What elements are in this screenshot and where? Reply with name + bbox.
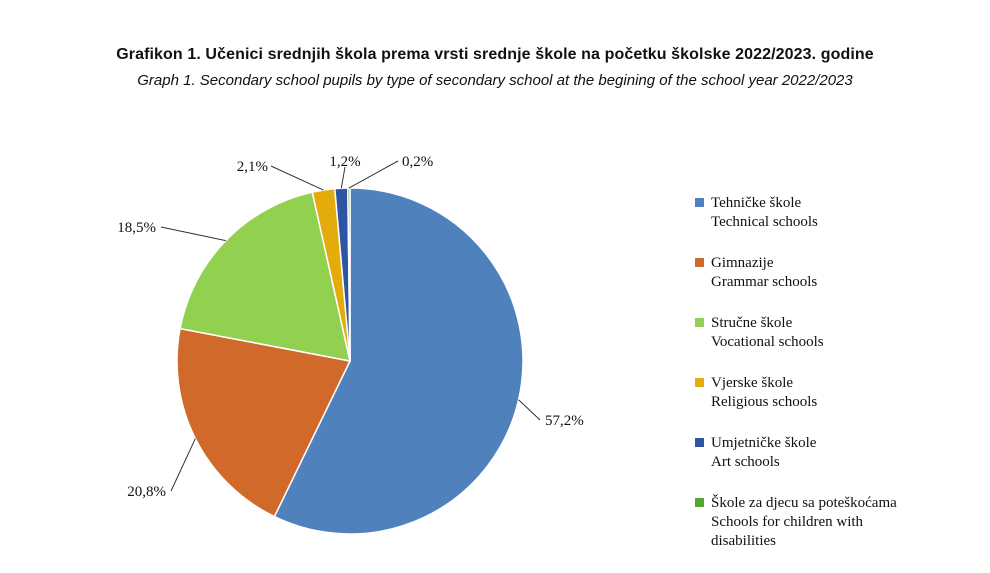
data-label-religious: 2,1% [237, 159, 268, 175]
pie-slice-disabilities [347, 187, 351, 362]
legend-label-local: Stručne škole [711, 315, 793, 331]
legend-label-local: Umjetničke škole [711, 435, 817, 451]
legend-swatch-technical [695, 198, 704, 207]
legend-label-local: Škole za djecu sa poteškoćama [711, 495, 897, 511]
legend-swatch-vocational [695, 318, 704, 327]
legend-item-disabilities: Škole za djecu sa poteškoćama Schools fo… [693, 494, 897, 551]
data-label-art: 1,2% [329, 154, 360, 170]
chart-subtitle: Graph 1. Secondary school pupils by type… [137, 72, 853, 89]
legend-item-technical: Tehničke škole Technical schools [693, 194, 897, 232]
legend-label-en-cont: disabilities [711, 533, 776, 549]
legend-swatch-religious [695, 378, 704, 387]
leader-line-art [340, 166, 346, 189]
data-label-disabilities: 0,2% [402, 154, 433, 170]
leader-line-religious [270, 165, 324, 191]
pie-slice-technical [273, 187, 524, 535]
leader-line-grammar [170, 438, 196, 492]
data-label-grammar: 20,8% [127, 484, 166, 500]
data-label-technical: 57,2% [545, 413, 584, 429]
legend-label-local: Gimnazije [711, 255, 774, 271]
legend-item-art: Umjetničke škole Art schools [693, 434, 897, 472]
pie-slice-grammar [176, 327, 352, 518]
pie-chart: 57,2% 20,8% 18,5% 2,1% 1,2% 0,2% [117, 154, 584, 535]
legend-swatch-art [695, 438, 704, 447]
legend-label-en: Art schools [711, 454, 780, 470]
legend-label-en: Grammar schools [711, 274, 818, 290]
legend-label-en: Schools for children with [711, 514, 864, 530]
legend-label-local: Vjerske škole [711, 375, 794, 391]
leader-line-disabilities [348, 160, 399, 189]
legend-swatch-grammar [695, 258, 704, 267]
legend-label-local: Tehničke škole [711, 195, 802, 211]
leader-line-vocational [160, 226, 226, 242]
legend-label-en: Technical schools [711, 214, 818, 230]
leader-line-technical [518, 399, 541, 421]
data-label-vocational: 18,5% [117, 220, 156, 236]
legend-item-grammar: Gimnazije Grammar schools [693, 254, 897, 292]
legend-label-en: Vocational schools [711, 334, 824, 350]
legend-item-vocational: Stručne škole Vocational schools [693, 314, 897, 352]
legend-label-en: Religious schools [711, 394, 818, 410]
legend-item-religious: Vjerske škole Religious schools [693, 374, 897, 412]
pie-slice-vocational [179, 191, 351, 362]
chart-title: Grafikon 1. Učenici srednjih škola prema… [116, 46, 874, 63]
chart-legend: Tehničke škole Technical schools Gimnazi… [693, 194, 897, 573]
legend-swatch-disabilities [695, 498, 704, 507]
